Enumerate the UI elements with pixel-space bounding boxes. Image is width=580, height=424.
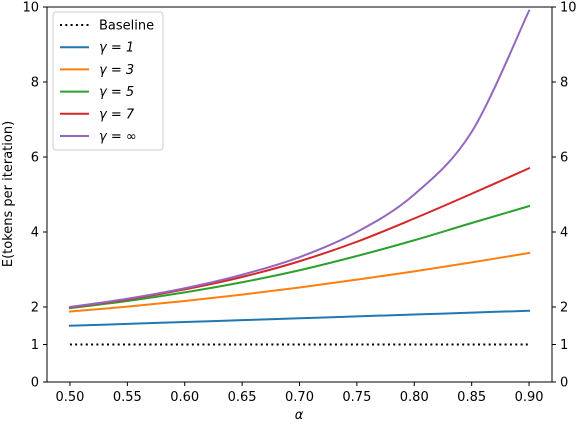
y-tick-label-left: 0 xyxy=(31,376,39,391)
x-tick-label: 0.75 xyxy=(342,390,371,405)
x-tick-label: 0.65 xyxy=(228,390,257,405)
legend-label: γ = 3 xyxy=(99,63,134,78)
y-tick-label-right: 0 xyxy=(560,376,568,391)
y-tick-label-right: 8 xyxy=(560,76,568,91)
y-tick-label-right: 2 xyxy=(560,301,568,316)
series-layer xyxy=(68,9,531,346)
y-tick-label-left: 8 xyxy=(31,76,39,91)
x-tick-label: 0.60 xyxy=(170,390,199,405)
legend-label: γ = 1 xyxy=(99,41,134,56)
y-axis-label: E(tokens per iteration) xyxy=(1,121,16,267)
legend-label: γ = ∞ xyxy=(99,130,137,145)
y-tick-label-right: 1 xyxy=(560,338,568,353)
x-tick-label: 0.90 xyxy=(515,390,544,405)
y-tick-label-left: 4 xyxy=(31,226,39,241)
x-tick-label: 0.55 xyxy=(113,390,142,405)
x-tick-label: 0.80 xyxy=(400,390,429,405)
series-line-2 xyxy=(68,251,531,313)
x-tick-label: 0.50 xyxy=(55,390,84,405)
y-tick-label-right: 10 xyxy=(560,1,577,16)
legend-label: Baseline xyxy=(99,19,154,34)
x-tick-label: 0.70 xyxy=(285,390,314,405)
y-tick-label-left: 6 xyxy=(31,151,39,166)
series-line-3 xyxy=(68,204,531,310)
y-tick-label-left: 2 xyxy=(31,301,39,316)
y-tick-label-right: 4 xyxy=(560,226,568,241)
series-line-1 xyxy=(68,309,531,327)
legend-label: γ = 5 xyxy=(99,85,134,100)
y-axis-right: 0 1 2 4 6 8 10 xyxy=(552,1,577,391)
series-line-5 xyxy=(68,9,531,309)
legend-label: γ = 7 xyxy=(99,107,135,122)
x-tick-label: 0.85 xyxy=(457,390,486,405)
y-axis-left: 0 1 2 4 6 8 10 xyxy=(22,1,47,391)
legend: Baseline γ = 1 γ = 3 γ = 5 γ = 7 γ = ∞ xyxy=(52,11,164,151)
y-tick-label-left: 10 xyxy=(22,1,39,16)
x-axis-label: α xyxy=(295,408,304,423)
y-tick-label-left: 1 xyxy=(31,338,39,353)
y-tick-label-right: 6 xyxy=(560,151,568,166)
x-axis: 0.50 0.55 0.60 0.65 0.70 0.75 0.80 0.85 0.90 xyxy=(55,382,544,405)
